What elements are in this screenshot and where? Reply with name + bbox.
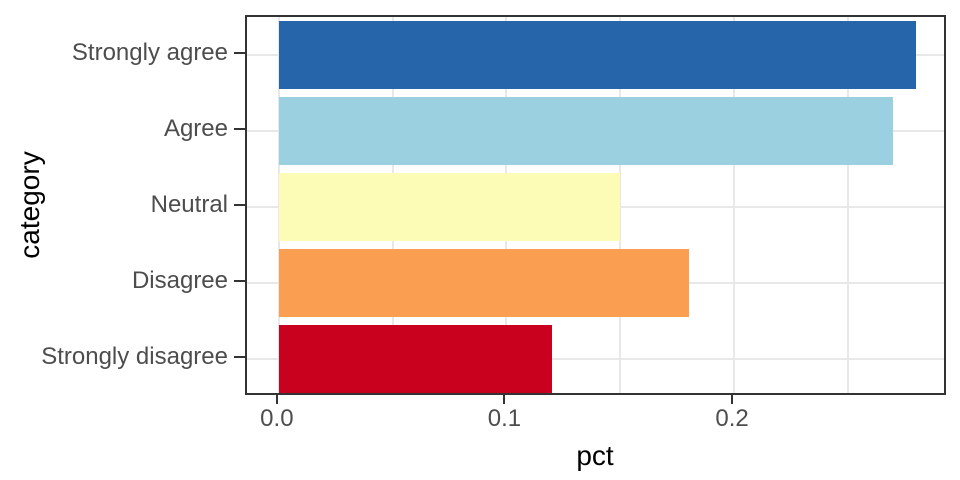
y-axis-tick [234, 204, 245, 206]
y-axis-tick [234, 128, 245, 130]
y-tick-label: Strongly agree [71, 39, 228, 66]
x-tick-label: 0.2 [715, 405, 749, 432]
plot-panel [245, 15, 946, 395]
y-axis-tick [234, 356, 245, 358]
y-tick-label: Disagree [131, 267, 228, 294]
x-tick-label: 0.1 [487, 405, 522, 432]
bar-strongly-agree [278, 20, 917, 90]
x-axis-tick [503, 395, 506, 404]
y-axis-tick [234, 280, 245, 282]
y-tick-label: Strongly disagree [41, 343, 228, 370]
bar-strongly-disagree [278, 324, 552, 394]
y-axis-title: category [14, 151, 45, 259]
bar-neutral [278, 172, 621, 242]
y-axis-tick [234, 52, 245, 54]
y-tick-label: Neutral [150, 191, 228, 218]
x-axis-tick [275, 395, 278, 404]
vertical-minor-gridline [619, 17, 622, 393]
horizontal-gridline [247, 358, 944, 360]
vertical-major-gridline [733, 17, 736, 393]
bar-disagree [278, 248, 689, 318]
x-axis-title: pct [576, 440, 614, 471]
x-tick-label: 0.0 [260, 405, 294, 432]
x-axis-tick [731, 395, 734, 404]
vertical-minor-gridline [846, 17, 849, 393]
bar-agree [278, 96, 894, 166]
y-tick-label: Agree [163, 115, 228, 142]
